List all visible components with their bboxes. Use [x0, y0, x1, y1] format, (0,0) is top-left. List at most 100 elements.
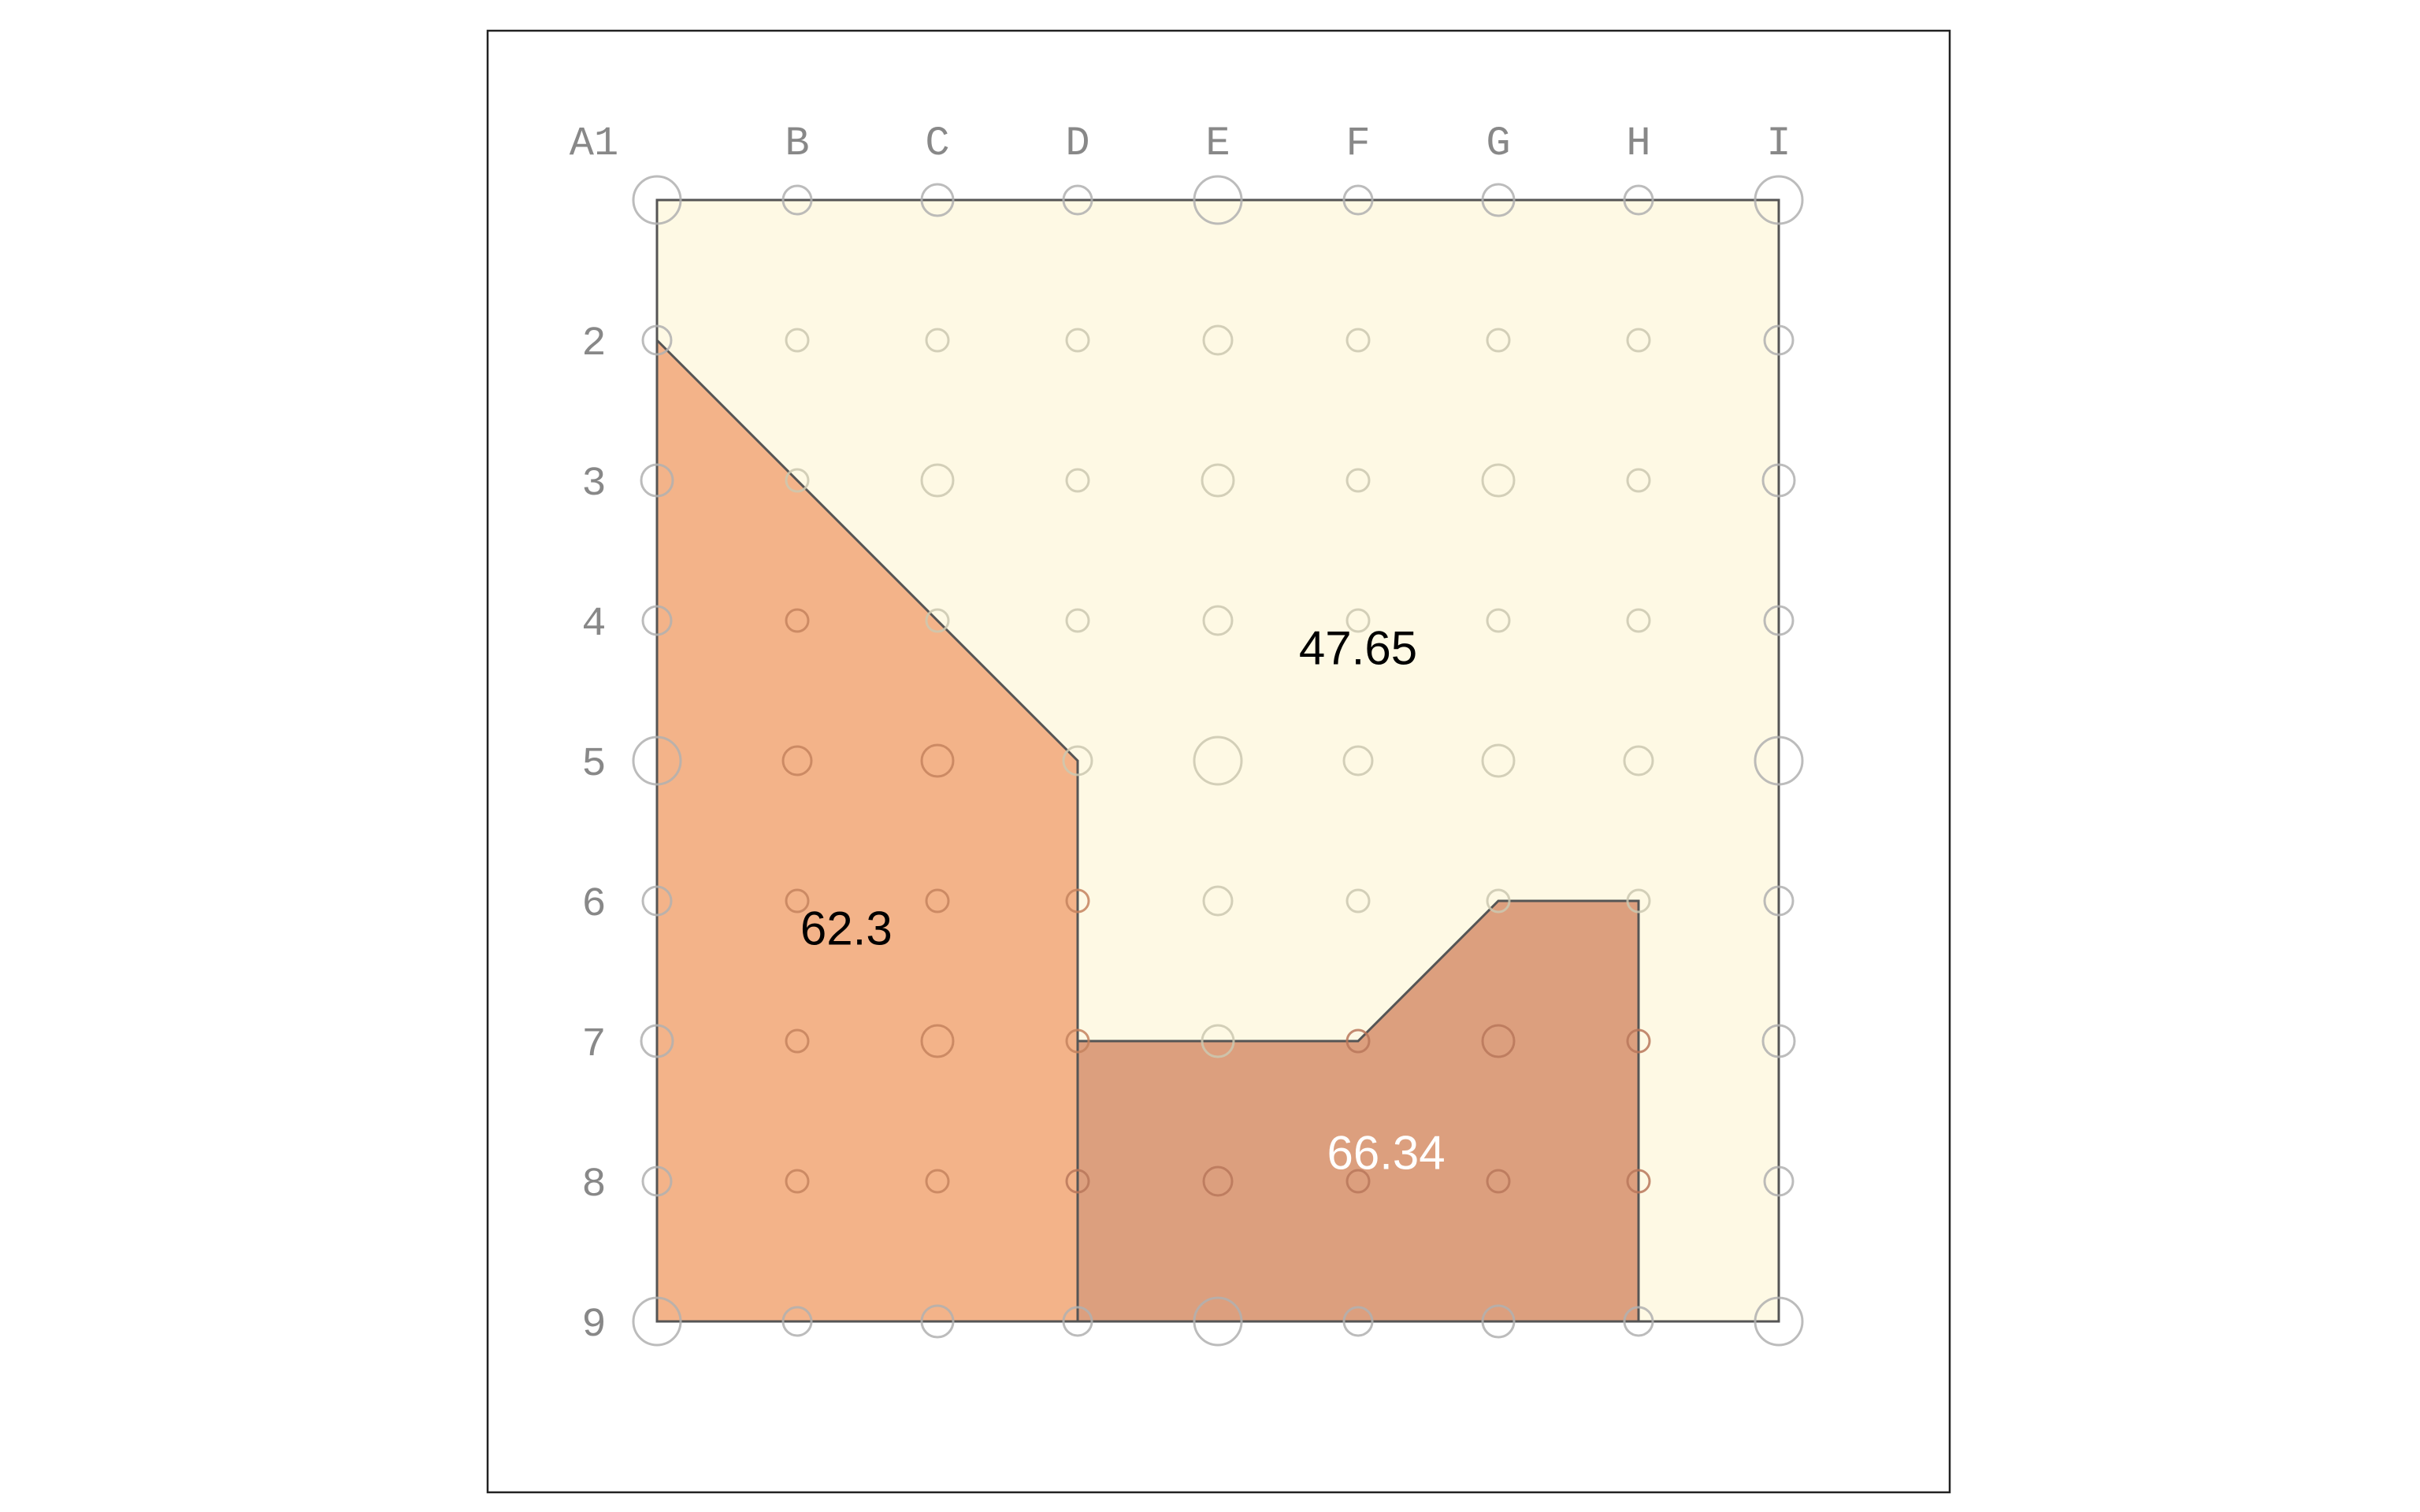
row-label-8: 8 — [581, 1162, 606, 1208]
grid-dot-f5 — [1342, 745, 1374, 776]
grid-dot-c7 — [920, 1024, 955, 1058]
grid-dot-d2 — [1065, 328, 1090, 353]
grid-dot-d9 — [1062, 1306, 1093, 1337]
grid-dot-f2 — [1345, 328, 1371, 353]
grid-dot-e3 — [1201, 463, 1235, 498]
grid-dot-g5 — [1481, 743, 1516, 778]
grid-dot-a7 — [640, 1024, 674, 1058]
grid-dot-d1 — [1062, 184, 1093, 216]
column-label-e: E — [1205, 120, 1230, 167]
column-label-g: G — [1486, 120, 1510, 167]
grid-dot-d7 — [1065, 1028, 1090, 1054]
grid-dot-b9 — [781, 1306, 813, 1337]
grid-dot-i9 — [1754, 1296, 1804, 1347]
row-label-4: 4 — [581, 601, 606, 647]
grid-dot-e1 — [1193, 175, 1243, 225]
grid-dot-g1 — [1481, 183, 1516, 217]
column-labels: A1 B C D E F G H I — [570, 120, 1791, 167]
grid-dot-i1 — [1754, 175, 1804, 225]
grid-dot-i7 — [1761, 1024, 1796, 1058]
grid-dot-c5 — [920, 743, 955, 778]
column-label-i: I — [1766, 120, 1791, 167]
grid-dot-i8 — [1763, 1166, 1795, 1197]
grid-dots-layer — [632, 175, 1804, 1347]
region-bottom — [1076, 899, 1640, 1323]
grid-dot-a8 — [641, 1166, 673, 1197]
region-label-bottom: 66.34 — [1327, 1126, 1446, 1179]
grid-dot-f4 — [1345, 608, 1371, 633]
column-label-f: F — [1345, 120, 1370, 167]
grid-dot-d6 — [1065, 888, 1090, 914]
grid-dot-i2 — [1763, 324, 1795, 356]
grid-dot-e7 — [1201, 1024, 1235, 1058]
grid-dot-i6 — [1763, 885, 1795, 917]
grid-dot-b3 — [785, 468, 810, 493]
grid-dot-b8 — [785, 1169, 810, 1194]
column-label-c: C — [925, 120, 949, 167]
grid-dot-i5 — [1754, 736, 1804, 786]
grid-dot-h6 — [1626, 888, 1651, 914]
grid-dot-h5 — [1623, 745, 1654, 776]
grid-dot-h4 — [1626, 608, 1651, 633]
grid-dot-d3 — [1065, 468, 1090, 493]
grid-dot-b7 — [785, 1028, 810, 1054]
grid-dot-b2 — [785, 328, 810, 353]
region-label-background: 47.65 — [1299, 622, 1417, 675]
row-label-5: 5 — [581, 741, 606, 788]
regions-layer — [655, 198, 1780, 1323]
row-label-2: 2 — [581, 321, 606, 367]
grid-dot-b1 — [781, 184, 813, 216]
grid-dot-g6 — [1486, 888, 1511, 914]
grid-dot-h3 — [1626, 468, 1651, 493]
grid-dot-b4 — [785, 608, 810, 633]
grid-dot-g8 — [1486, 1169, 1511, 1194]
grid-dot-a2 — [641, 324, 673, 356]
grid-dot-i3 — [1761, 463, 1796, 498]
grid-dot-e6 — [1202, 885, 1234, 917]
grid-dot-f7 — [1345, 1028, 1371, 1054]
grid-dot-h9 — [1623, 1306, 1654, 1337]
grid-dot-i4 — [1763, 605, 1795, 636]
grid-dot-c6 — [925, 888, 950, 914]
grid-dot-g7 — [1481, 1024, 1516, 1058]
grid-dot-e4 — [1202, 605, 1234, 636]
grid-dot-g9 — [1481, 1304, 1516, 1339]
column-label-a1: A1 — [570, 120, 618, 167]
grid-dot-d5 — [1062, 745, 1093, 776]
column-label-b: B — [785, 120, 809, 167]
grid-dot-a5 — [632, 736, 682, 786]
column-label-h: H — [1626, 120, 1650, 167]
grid-dot-e5 — [1193, 736, 1243, 786]
grid-dot-c2 — [925, 328, 950, 353]
grid-dot-g4 — [1486, 608, 1511, 633]
grid-dot-a4 — [641, 605, 673, 636]
grid-dot-e9 — [1193, 1296, 1243, 1347]
grid-dot-f8 — [1345, 1169, 1371, 1194]
region-label-left: 62.3 — [800, 902, 893, 955]
grid-dot-h1 — [1623, 184, 1654, 216]
row-label-9: 9 — [581, 1302, 606, 1348]
grid-dot-a9 — [632, 1296, 682, 1347]
grid-dot-f6 — [1345, 888, 1371, 914]
grid-dot-a3 — [640, 463, 674, 498]
grid-dot-h7 — [1626, 1028, 1651, 1054]
grid-dot-c1 — [920, 183, 955, 217]
grid-dot-g3 — [1481, 463, 1516, 498]
region-value-labels: 47.65 62.3 66.34 — [800, 622, 1446, 1180]
grid-dot-f3 — [1345, 468, 1371, 493]
grid-dot-c8 — [925, 1169, 950, 1194]
grid-dot-c9 — [920, 1304, 955, 1339]
grid-dot-h2 — [1626, 328, 1651, 353]
grid-dot-b6 — [785, 888, 810, 914]
grid-dot-e8 — [1202, 1166, 1234, 1197]
grid-dot-f1 — [1342, 184, 1374, 216]
column-label-d: D — [1065, 120, 1089, 167]
grid-dot-f9 — [1342, 1306, 1374, 1337]
grid-dot-e2 — [1202, 324, 1234, 356]
grid-dot-a1 — [632, 175, 682, 225]
grid-dot-a6 — [641, 885, 673, 917]
grid-dot-c4 — [925, 608, 950, 633]
row-labels: 2 3 4 5 6 7 8 9 — [581, 321, 606, 1348]
row-label-7: 7 — [581, 1021, 606, 1068]
